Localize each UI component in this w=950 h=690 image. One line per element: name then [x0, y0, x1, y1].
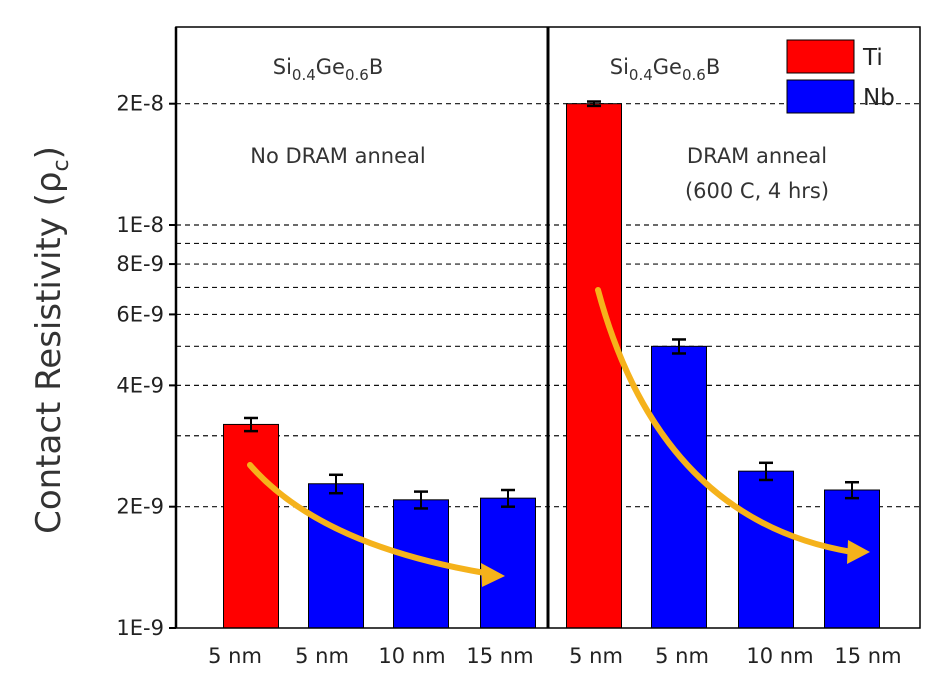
annotations: Si0.4Ge0.6B No DRAM anneal Si0.4Ge0.6B DRAM…	[250, 55, 829, 203]
legend-label-nb: Nb	[863, 85, 895, 111]
bar-ti	[566, 103, 622, 629]
y-tick-label: 8E-9	[116, 252, 164, 276]
trend-arrows	[247, 287, 870, 587]
trend-arrowhead	[481, 563, 505, 587]
y-tick-label: 2E-9	[116, 495, 164, 519]
y-tick-label: 4E-9	[116, 373, 164, 397]
bar-nb	[308, 483, 364, 629]
x-category-label: 5 nm	[295, 644, 349, 668]
y-axis-label: Contact Resistivity (ρc)	[29, 146, 74, 534]
trend-arrow	[595, 287, 855, 555]
x-category-label: 10 nm	[378, 644, 445, 668]
legend-swatch-nb	[786, 79, 855, 114]
x-category-label: 5 nm	[655, 644, 709, 668]
x-axis: 5 nm 5 nm 10 nm 15 nm 5 nm 5 nm 10 nm 15 nm	[208, 644, 901, 668]
bars	[223, 100, 880, 629]
x-category-label: 5 nm	[208, 644, 262, 668]
y-axis: 1E-9 2E-9 4E-9 6E-9 8E-9 1E-8 2E-8	[116, 92, 176, 640]
bar-nb	[480, 497, 536, 629]
panel-title: Si0.4Ge0.6B	[610, 55, 721, 84]
panel-note: No DRAM anneal	[250, 144, 425, 168]
legend-swatch-ti	[786, 39, 855, 74]
x-category-label: 10 nm	[746, 644, 813, 668]
trend-arrowhead	[847, 540, 870, 564]
x-category-label: 5 nm	[569, 644, 623, 668]
y-tick-label: 1E-8	[116, 213, 164, 237]
panel-note: (600 C, 4 hrs)	[685, 179, 829, 203]
y-tick-label: 1E-9	[116, 616, 164, 640]
panel-note: DRAM anneal	[687, 144, 827, 168]
bar-ti	[223, 423, 279, 629]
plot-frame	[174, 26, 921, 629]
y-tick-label: 2E-8	[116, 92, 164, 116]
bar-nb	[738, 470, 794, 629]
legend-label-ti: Ti	[862, 45, 883, 71]
x-category-label: 15 nm	[466, 644, 533, 668]
bar-nb	[651, 345, 707, 629]
x-category-label: 15 nm	[834, 644, 901, 668]
y-tick-label: 6E-9	[116, 302, 164, 326]
legend: Ti Nb	[786, 39, 895, 114]
panel-title: Si0.4Ge0.6B	[273, 55, 384, 84]
trend-arrow	[247, 462, 488, 576]
